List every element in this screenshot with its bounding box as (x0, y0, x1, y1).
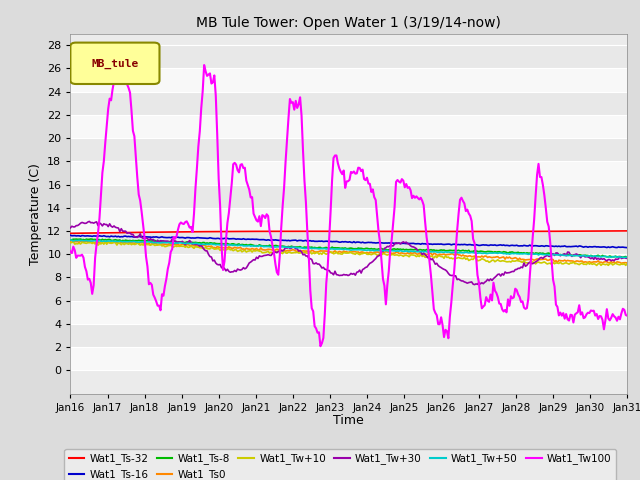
Bar (70, 324, 627, 347)
Bar (70, 69, 627, 92)
Title: MB Tule Tower: Open Water 1 (3/19/14-now): MB Tule Tower: Open Water 1 (3/19/14-now… (196, 16, 501, 30)
Bar (70, 185, 627, 208)
X-axis label: Time: Time (333, 414, 364, 427)
Bar (70, 231, 627, 254)
Bar (70, 161, 627, 185)
FancyBboxPatch shape (70, 43, 159, 84)
Bar (70, 277, 627, 300)
Y-axis label: Temperature (C): Temperature (C) (29, 163, 42, 264)
Bar (70, 115, 627, 138)
Bar (70, 254, 627, 277)
Text: MB_tule: MB_tule (92, 59, 139, 69)
Bar (70, 347, 627, 371)
Bar (70, 45, 627, 69)
Bar (70, 208, 627, 231)
Bar (70, 300, 627, 324)
Legend: Wat1_Ts-32, Wat1_Ts-16, Wat1_Ts-8, Wat1_Ts0, Wat1_Tw+10, Wat1_Tw+30, Wat1_Tw+50,: Wat1_Ts-32, Wat1_Ts-16, Wat1_Ts-8, Wat1_… (65, 449, 616, 480)
Bar (70, 92, 627, 115)
Bar (70, 138, 627, 161)
